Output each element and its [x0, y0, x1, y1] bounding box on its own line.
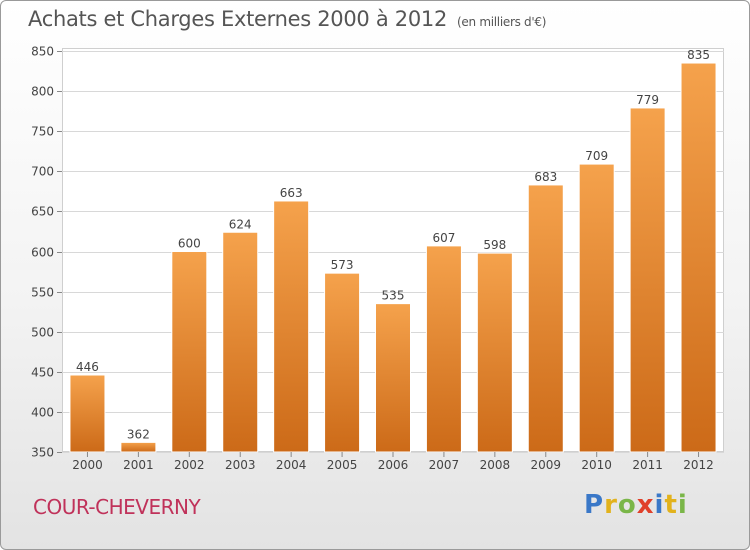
- y-tick-label-550: 550: [31, 286, 54, 300]
- y-tick-label-700: 700: [31, 165, 54, 179]
- x-tick-label-2002: 2002: [174, 458, 205, 472]
- x-tick-label-2006: 2006: [378, 458, 409, 472]
- proxiti-logo: Proxiti: [584, 490, 688, 520]
- bar-2001: [120, 441, 157, 453]
- data-label-2000: 446: [76, 360, 99, 374]
- y-tick-label-350: 350: [31, 446, 54, 460]
- y-tick-label-850: 850: [31, 45, 54, 59]
- bar-2012: [680, 62, 717, 453]
- data-label-2002: 600: [178, 237, 201, 251]
- data-label-2010: 709: [585, 149, 608, 163]
- data-labels: 446 362 600 624 663 573 535 607 598 683 709 779 835: [76, 48, 710, 441]
- bars: [69, 62, 717, 453]
- data-label-2004: 663: [280, 186, 303, 200]
- data-label-2001: 362: [127, 427, 150, 441]
- chart-title-text: Achats et Charges Externes 2000 à 2012: [28, 7, 448, 31]
- bar-2005: [324, 272, 361, 453]
- chart-subtitle: (en milliers d'€): [457, 15, 547, 29]
- bar-2010: [578, 163, 615, 453]
- data-label-2011: 779: [636, 93, 659, 107]
- data-label-2009: 683: [534, 170, 557, 184]
- x-tick-label-2010: 2010: [581, 458, 612, 472]
- y-tick-label-500: 500: [31, 326, 54, 340]
- x-tick-label-2005: 2005: [327, 458, 358, 472]
- x-tick-label-2011: 2011: [632, 458, 663, 472]
- chart-title: Achats et Charges Externes 2000 à 2012 (e…: [28, 7, 546, 31]
- data-label-2006: 535: [382, 289, 405, 303]
- bar-2008: [476, 252, 513, 453]
- commune-name: COUR-CHEVERNY: [33, 495, 201, 519]
- x-tick-label-2012: 2012: [683, 458, 714, 472]
- data-label-2003: 624: [229, 217, 252, 231]
- data-label-2012: 835: [687, 48, 710, 62]
- y-tick-label-450: 450: [31, 366, 54, 380]
- x-tick-label-2003: 2003: [225, 458, 256, 472]
- x-tick-label-2001: 2001: [123, 458, 154, 472]
- y-tick-label-800: 800: [31, 85, 54, 99]
- y-tick-label-750: 750: [31, 125, 54, 139]
- bar-2011: [629, 107, 666, 453]
- bar-2002: [171, 251, 208, 453]
- bar-2007: [425, 245, 462, 453]
- y-tick-label-600: 600: [31, 246, 54, 260]
- bar-2000: [69, 374, 106, 453]
- bar-2009: [527, 184, 564, 453]
- bar-2006: [375, 303, 411, 453]
- y-tick-label-650: 650: [31, 205, 54, 219]
- bar-2004: [273, 200, 310, 453]
- data-label-2005: 573: [331, 258, 354, 272]
- data-label-2007: 607: [432, 231, 455, 245]
- data-label-2008: 598: [483, 238, 506, 252]
- x-tick-label-2007: 2007: [429, 458, 460, 472]
- y-tick-label-400: 400: [31, 406, 54, 420]
- x-tick-label-2004: 2004: [276, 458, 307, 472]
- y-axis: 350 400 450 500 550 600 650 700 750 800 850: [31, 45, 62, 460]
- x-tick-label-2008: 2008: [480, 458, 511, 472]
- x-tick-label-2000: 2000: [72, 458, 103, 472]
- x-tick-label-2009: 2009: [530, 458, 561, 472]
- bar-2003: [222, 231, 259, 453]
- x-axis: 2000 2001 2002 2003 2004 2005 2006 2007 2008 2009…: [72, 452, 714, 472]
